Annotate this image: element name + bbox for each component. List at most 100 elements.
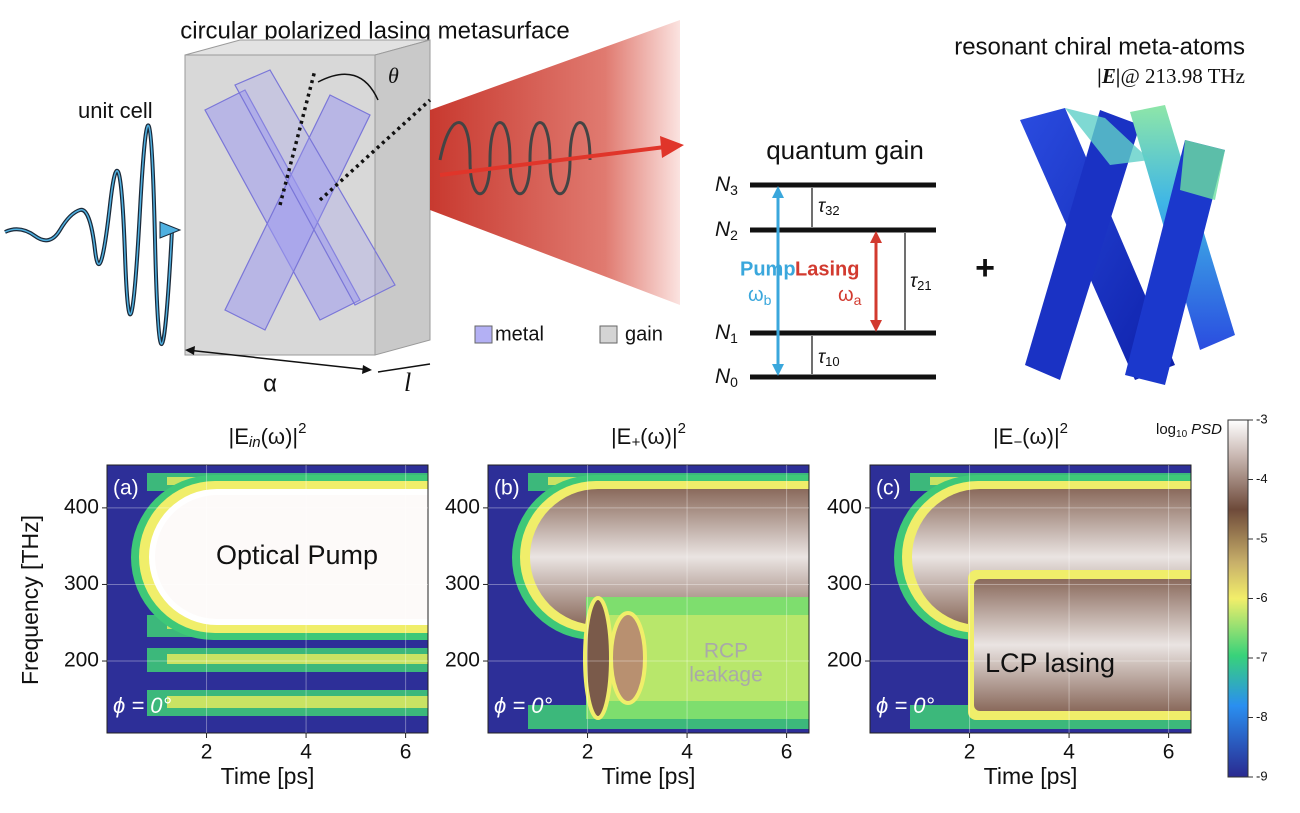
annotation: leakage: [689, 664, 763, 687]
plot-frame: [106, 464, 429, 734]
phase-label: ϕ = 0°: [876, 693, 935, 718]
atoms-field: |E|@ 213.98 THz: [1097, 64, 1245, 88]
omega-index: a: [854, 292, 862, 308]
y-tick-label: 200: [827, 649, 862, 672]
x-axis-label: Time [ps]: [602, 763, 696, 789]
heatmap: [488, 465, 809, 733]
tau-symbol: τ: [910, 271, 919, 292]
arrow-head: [185, 346, 195, 355]
colorbar-tick-label: -6: [1256, 590, 1268, 605]
y-tick-label: 400: [64, 495, 99, 518]
colorbar-tick-label: -8: [1256, 709, 1268, 724]
theta: θ: [388, 63, 399, 88]
beam: [439, 145, 666, 177]
colorbar-tick-label: -4: [1256, 471, 1268, 486]
level-label: N0: [715, 365, 738, 390]
omega-index: b: [764, 292, 772, 308]
tau-symbol: τ: [818, 347, 827, 368]
level-index: 0: [730, 374, 738, 390]
atoms-title: resonant chiral meta-atoms: [954, 33, 1245, 60]
field-at: @ 213.98 THz: [1120, 64, 1245, 88]
colorbar-ticks: -3 -4 -5 -6 -7 -8 -9: [1248, 411, 1268, 783]
x-tick-label: 2: [582, 741, 594, 764]
colorbar-tick-label: -5: [1256, 530, 1268, 545]
level-symbol: N: [715, 173, 731, 196]
capsule: [530, 489, 809, 625]
arrow-head: [772, 364, 784, 376]
lasing-freq: ωa: [838, 284, 862, 307]
beam-arrow: [660, 136, 684, 158]
omega: ω: [838, 284, 854, 306]
y-tick-label: 300: [827, 572, 862, 595]
leakage-spot: [583, 596, 613, 720]
tau-arrows: [811, 188, 906, 374]
title-sub: −: [1013, 434, 1022, 451]
omega: ω: [748, 284, 764, 306]
panel-tag: (b): [494, 477, 520, 500]
x-tick-label: 4: [300, 741, 312, 764]
tau-label: τ32: [818, 196, 840, 218]
panel-tag: (a): [113, 477, 139, 500]
x-tick-label: 4: [681, 741, 693, 764]
pump-label: Pump: [740, 258, 796, 280]
level-symbol: N: [715, 365, 731, 388]
meta-atoms: [1020, 105, 1235, 385]
y-tick-label: 300: [445, 572, 480, 595]
plot-frame: [487, 464, 810, 734]
input-wave-inner: [4, 124, 173, 345]
heatmap: [107, 465, 428, 733]
tau-index: 32: [825, 203, 839, 218]
tau-label: τ10: [818, 347, 840, 369]
legend-swatch-metal: [474, 325, 493, 344]
title-sup: 2: [678, 420, 686, 437]
title-sub: in: [249, 434, 261, 451]
title-sup: 2: [1060, 420, 1068, 437]
leakage-spot: [609, 611, 647, 705]
metal-x: [204, 69, 396, 331]
x-axis-label: Time [ps]: [984, 763, 1078, 789]
length: l: [404, 368, 411, 397]
title-post: (ω)|: [1022, 424, 1060, 449]
colorbar-tick-label: -7: [1256, 649, 1268, 664]
band: [167, 696, 428, 708]
tau-index: 21: [917, 278, 931, 293]
y-axis-label: Frequency [THz]: [17, 515, 43, 685]
panel-title: |Ein(ω)|2: [229, 420, 307, 451]
y-tick-label: 200: [64, 649, 99, 672]
title-pre: |E: [229, 424, 249, 449]
y-tick-label: 400: [445, 495, 480, 518]
field: |E|: [1097, 64, 1120, 88]
panel-tag: (c): [876, 477, 901, 500]
input-wave: [4, 123, 174, 346]
colorbar: [1227, 419, 1249, 778]
title-pre: |E: [611, 424, 631, 449]
title-post: (ω)|: [640, 424, 678, 449]
title-sup: 2: [298, 420, 306, 437]
colorbar-tick-label: -3: [1256, 411, 1268, 426]
capsule: [155, 495, 428, 619]
plus: +: [975, 249, 995, 287]
title-post: (ω)|: [261, 424, 299, 449]
level-label: N2: [715, 218, 738, 243]
dim-l: [377, 363, 431, 373]
level-label: N1: [715, 321, 738, 346]
level-symbol: N: [715, 218, 731, 241]
level-index: 3: [730, 182, 738, 198]
title-sub: +: [631, 434, 640, 451]
alpha: α: [263, 370, 277, 397]
dim-alpha: [186, 349, 371, 371]
box-side: [374, 39, 431, 356]
tau-symbol: τ: [818, 196, 827, 217]
x-tick-label: 6: [400, 741, 412, 764]
phase-label: ϕ = 0°: [494, 693, 553, 718]
legend-metal: metal: [495, 323, 544, 345]
lasing-label: Lasing: [795, 258, 859, 280]
x-tick-label: 4: [1063, 741, 1075, 764]
log: log: [1156, 421, 1176, 438]
unit-cell-label: unit cell: [78, 98, 153, 123]
theta-arc: [317, 73, 379, 101]
